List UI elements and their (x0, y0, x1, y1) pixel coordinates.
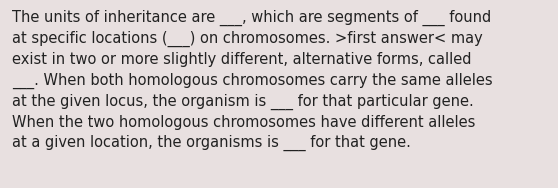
Text: The units of inheritance are ___, which are segments of ___ found
at specific lo: The units of inheritance are ___, which … (12, 10, 493, 151)
